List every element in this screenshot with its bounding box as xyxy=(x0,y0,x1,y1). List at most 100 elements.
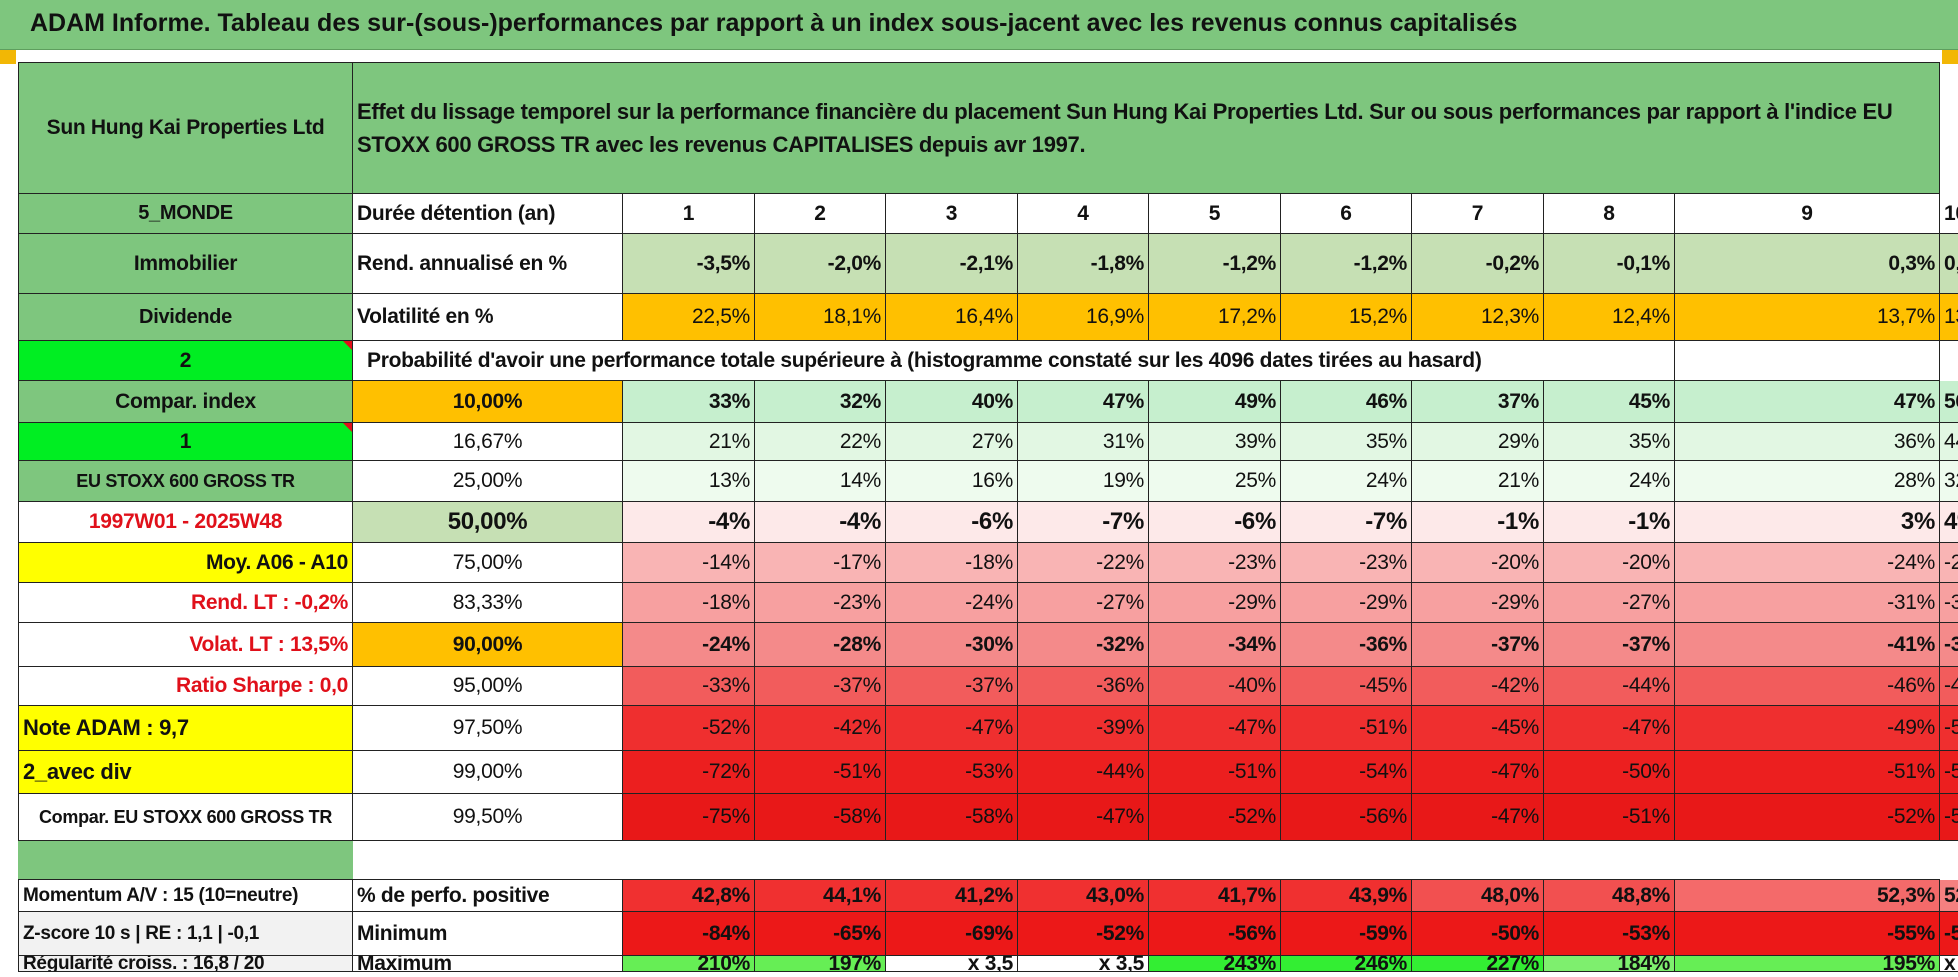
percentile-value[interactable]: -44% xyxy=(1544,667,1675,706)
percentile-9[interactable]: 99,00% xyxy=(353,751,623,794)
maximum-value[interactable]: 246% xyxy=(1281,956,1412,972)
maximum-value[interactable]: x 3,5 xyxy=(886,956,1018,972)
percentile-value[interactable]: 39% xyxy=(1149,423,1281,461)
percentile-value[interactable]: -29% xyxy=(1281,583,1412,623)
pct_pos-value[interactable]: 41,2% xyxy=(886,880,1018,912)
vol-value[interactable]: 16,9% xyxy=(1018,294,1149,341)
left-label-12[interactable]: Note ADAM : 9,7 xyxy=(18,706,353,751)
percentile-value[interactable]: -28% xyxy=(755,623,886,667)
percentile-value[interactable]: -27% xyxy=(1018,583,1149,623)
rend-value[interactable]: -1,8% xyxy=(1018,234,1149,294)
bottom-left-1[interactable]: Z-score 10 s | RE : 1,1 | -0,1 xyxy=(18,912,353,956)
percentile-1[interactable]: 16,67% xyxy=(353,423,623,461)
maximum-value[interactable]: x 3,5 xyxy=(1018,956,1149,972)
probability-caption[interactable]: Probabilité d'avoir une performance tota… xyxy=(353,341,1675,381)
percentile-value[interactable]: -39% xyxy=(1018,706,1149,751)
percentile-value[interactable]: 3% xyxy=(1675,502,1940,543)
percentile-value[interactable]: -50% xyxy=(1544,751,1675,794)
percentile-value[interactable]: -1% xyxy=(1412,502,1544,543)
percentile-value[interactable]: 35% xyxy=(1544,423,1675,461)
maximum-value[interactable]: 210% xyxy=(623,956,755,972)
vol-value[interactable]: 18,1% xyxy=(755,294,886,341)
percentile-value[interactable]: 40% xyxy=(886,381,1018,423)
vol-label[interactable]: Volatilité en % xyxy=(353,294,623,341)
percentile-value[interactable]: 24% xyxy=(1281,461,1412,502)
percentile-value[interactable]: -37% xyxy=(1412,623,1544,667)
percentile-value[interactable]: -39% xyxy=(1940,623,1958,667)
bottom-label-0[interactable]: % de perfo. positive xyxy=(353,880,623,912)
year-6[interactable]: 6 xyxy=(1281,194,1412,234)
percentile-value[interactable]: -51% xyxy=(1149,751,1281,794)
percentile-2[interactable]: 25,00% xyxy=(353,461,623,502)
rend-value[interactable]: -1,2% xyxy=(1281,234,1412,294)
percentile-value[interactable]: 13% xyxy=(623,461,755,502)
percentile-value[interactable]: -23% xyxy=(1281,543,1412,583)
maximum-value[interactable]: 195% xyxy=(1675,956,1940,972)
year-9[interactable]: 9 xyxy=(1675,194,1940,234)
percentile-8[interactable]: 97,50% xyxy=(353,706,623,751)
percentile-value[interactable]: -49% xyxy=(1675,706,1940,751)
percentile-value[interactable]: -36% xyxy=(1018,667,1149,706)
percentile-value[interactable]: 56% xyxy=(1940,381,1958,423)
percentile-value[interactable]: -24% xyxy=(1940,543,1958,583)
percentile-value[interactable]: -42% xyxy=(1412,667,1544,706)
percentile-value[interactable]: 33% xyxy=(623,381,755,423)
percentile-value[interactable]: -7% xyxy=(1018,502,1149,543)
percentile-value[interactable]: 31% xyxy=(1018,423,1149,461)
vol-value[interactable]: 16,4% xyxy=(886,294,1018,341)
percentile-value[interactable]: -23% xyxy=(755,583,886,623)
percentile-value[interactable]: 45% xyxy=(1544,381,1675,423)
percentile-value[interactable]: 44% xyxy=(1940,423,1958,461)
vol-value[interactable]: 15,2% xyxy=(1281,294,1412,341)
percentile-value[interactable]: 19% xyxy=(1018,461,1149,502)
minimum-value[interactable]: -84% xyxy=(623,912,755,956)
percentile-value[interactable]: -45% xyxy=(1412,706,1544,751)
percentile-value[interactable]: -17% xyxy=(755,543,886,583)
percentile-value[interactable]: 46% xyxy=(1281,381,1412,423)
percentile-value[interactable]: -44% xyxy=(1018,751,1149,794)
percentile-value[interactable]: -27% xyxy=(1544,583,1675,623)
percentile-value[interactable]: -47% xyxy=(1149,706,1281,751)
percentile-value[interactable]: -51% xyxy=(1281,706,1412,751)
empty-cell[interactable] xyxy=(1675,341,1940,381)
minimum-value[interactable]: -56% xyxy=(1149,912,1281,956)
percentile-4[interactable]: 75,00% xyxy=(353,543,623,583)
asset-name[interactable]: Sun Hung Kai Properties Ltd xyxy=(18,62,353,194)
bottom-left-2[interactable]: Régularité croiss. : 16,8 / 20 xyxy=(18,956,353,972)
year-4[interactable]: 4 xyxy=(1018,194,1149,234)
percentile-value[interactable]: -53% xyxy=(886,751,1018,794)
percentile-value[interactable]: 16% xyxy=(886,461,1018,502)
percentile-value[interactable]: -51% xyxy=(755,751,886,794)
percentile-value[interactable]: -52% xyxy=(1149,794,1281,841)
rend-label[interactable]: Rend. annualisé en % xyxy=(353,234,623,294)
pct_pos-value[interactable]: 43,0% xyxy=(1018,880,1149,912)
percentile-value[interactable]: -30% xyxy=(886,623,1018,667)
rend-value[interactable]: -2,0% xyxy=(755,234,886,294)
left-label-1[interactable]: Immobilier xyxy=(18,234,353,294)
percentile-value[interactable]: 4% xyxy=(1940,502,1958,543)
percentile-value[interactable]: -45% xyxy=(1281,667,1412,706)
pct_pos-value[interactable]: 48,8% xyxy=(1544,880,1675,912)
percentile-value[interactable]: -52% xyxy=(1675,794,1940,841)
percentile-value[interactable]: -4% xyxy=(623,502,755,543)
left-label-5[interactable]: 1 xyxy=(18,423,353,461)
minimum-value[interactable]: -53% xyxy=(1544,912,1675,956)
percentile-value[interactable]: 32% xyxy=(755,381,886,423)
minimum-value[interactable]: -69% xyxy=(886,912,1018,956)
left-label-7[interactable]: 1997W01 - 2025W48 xyxy=(18,502,353,543)
left-label-0[interactable]: 5_MONDE xyxy=(18,194,353,234)
percentile-value[interactable]: -47% xyxy=(1544,706,1675,751)
percentile-value[interactable]: -32% xyxy=(1018,623,1149,667)
duree-label[interactable]: Durée détention (an) xyxy=(353,194,623,234)
percentile-value[interactable]: -47% xyxy=(886,706,1018,751)
percentile-value[interactable]: -42% xyxy=(755,706,886,751)
percentile-value[interactable]: -75% xyxy=(623,794,755,841)
percentile-value[interactable]: 24% xyxy=(1544,461,1675,502)
bottom-label-1[interactable]: Minimum xyxy=(353,912,623,956)
percentile-value[interactable]: 29% xyxy=(1412,423,1544,461)
percentile-value[interactable]: 49% xyxy=(1149,381,1281,423)
percentile-7[interactable]: 95,00% xyxy=(353,667,623,706)
percentile-3[interactable]: 50,00% xyxy=(353,502,623,543)
percentile-value[interactable]: -7% xyxy=(1281,502,1412,543)
percentile-value[interactable]: -1% xyxy=(1544,502,1675,543)
